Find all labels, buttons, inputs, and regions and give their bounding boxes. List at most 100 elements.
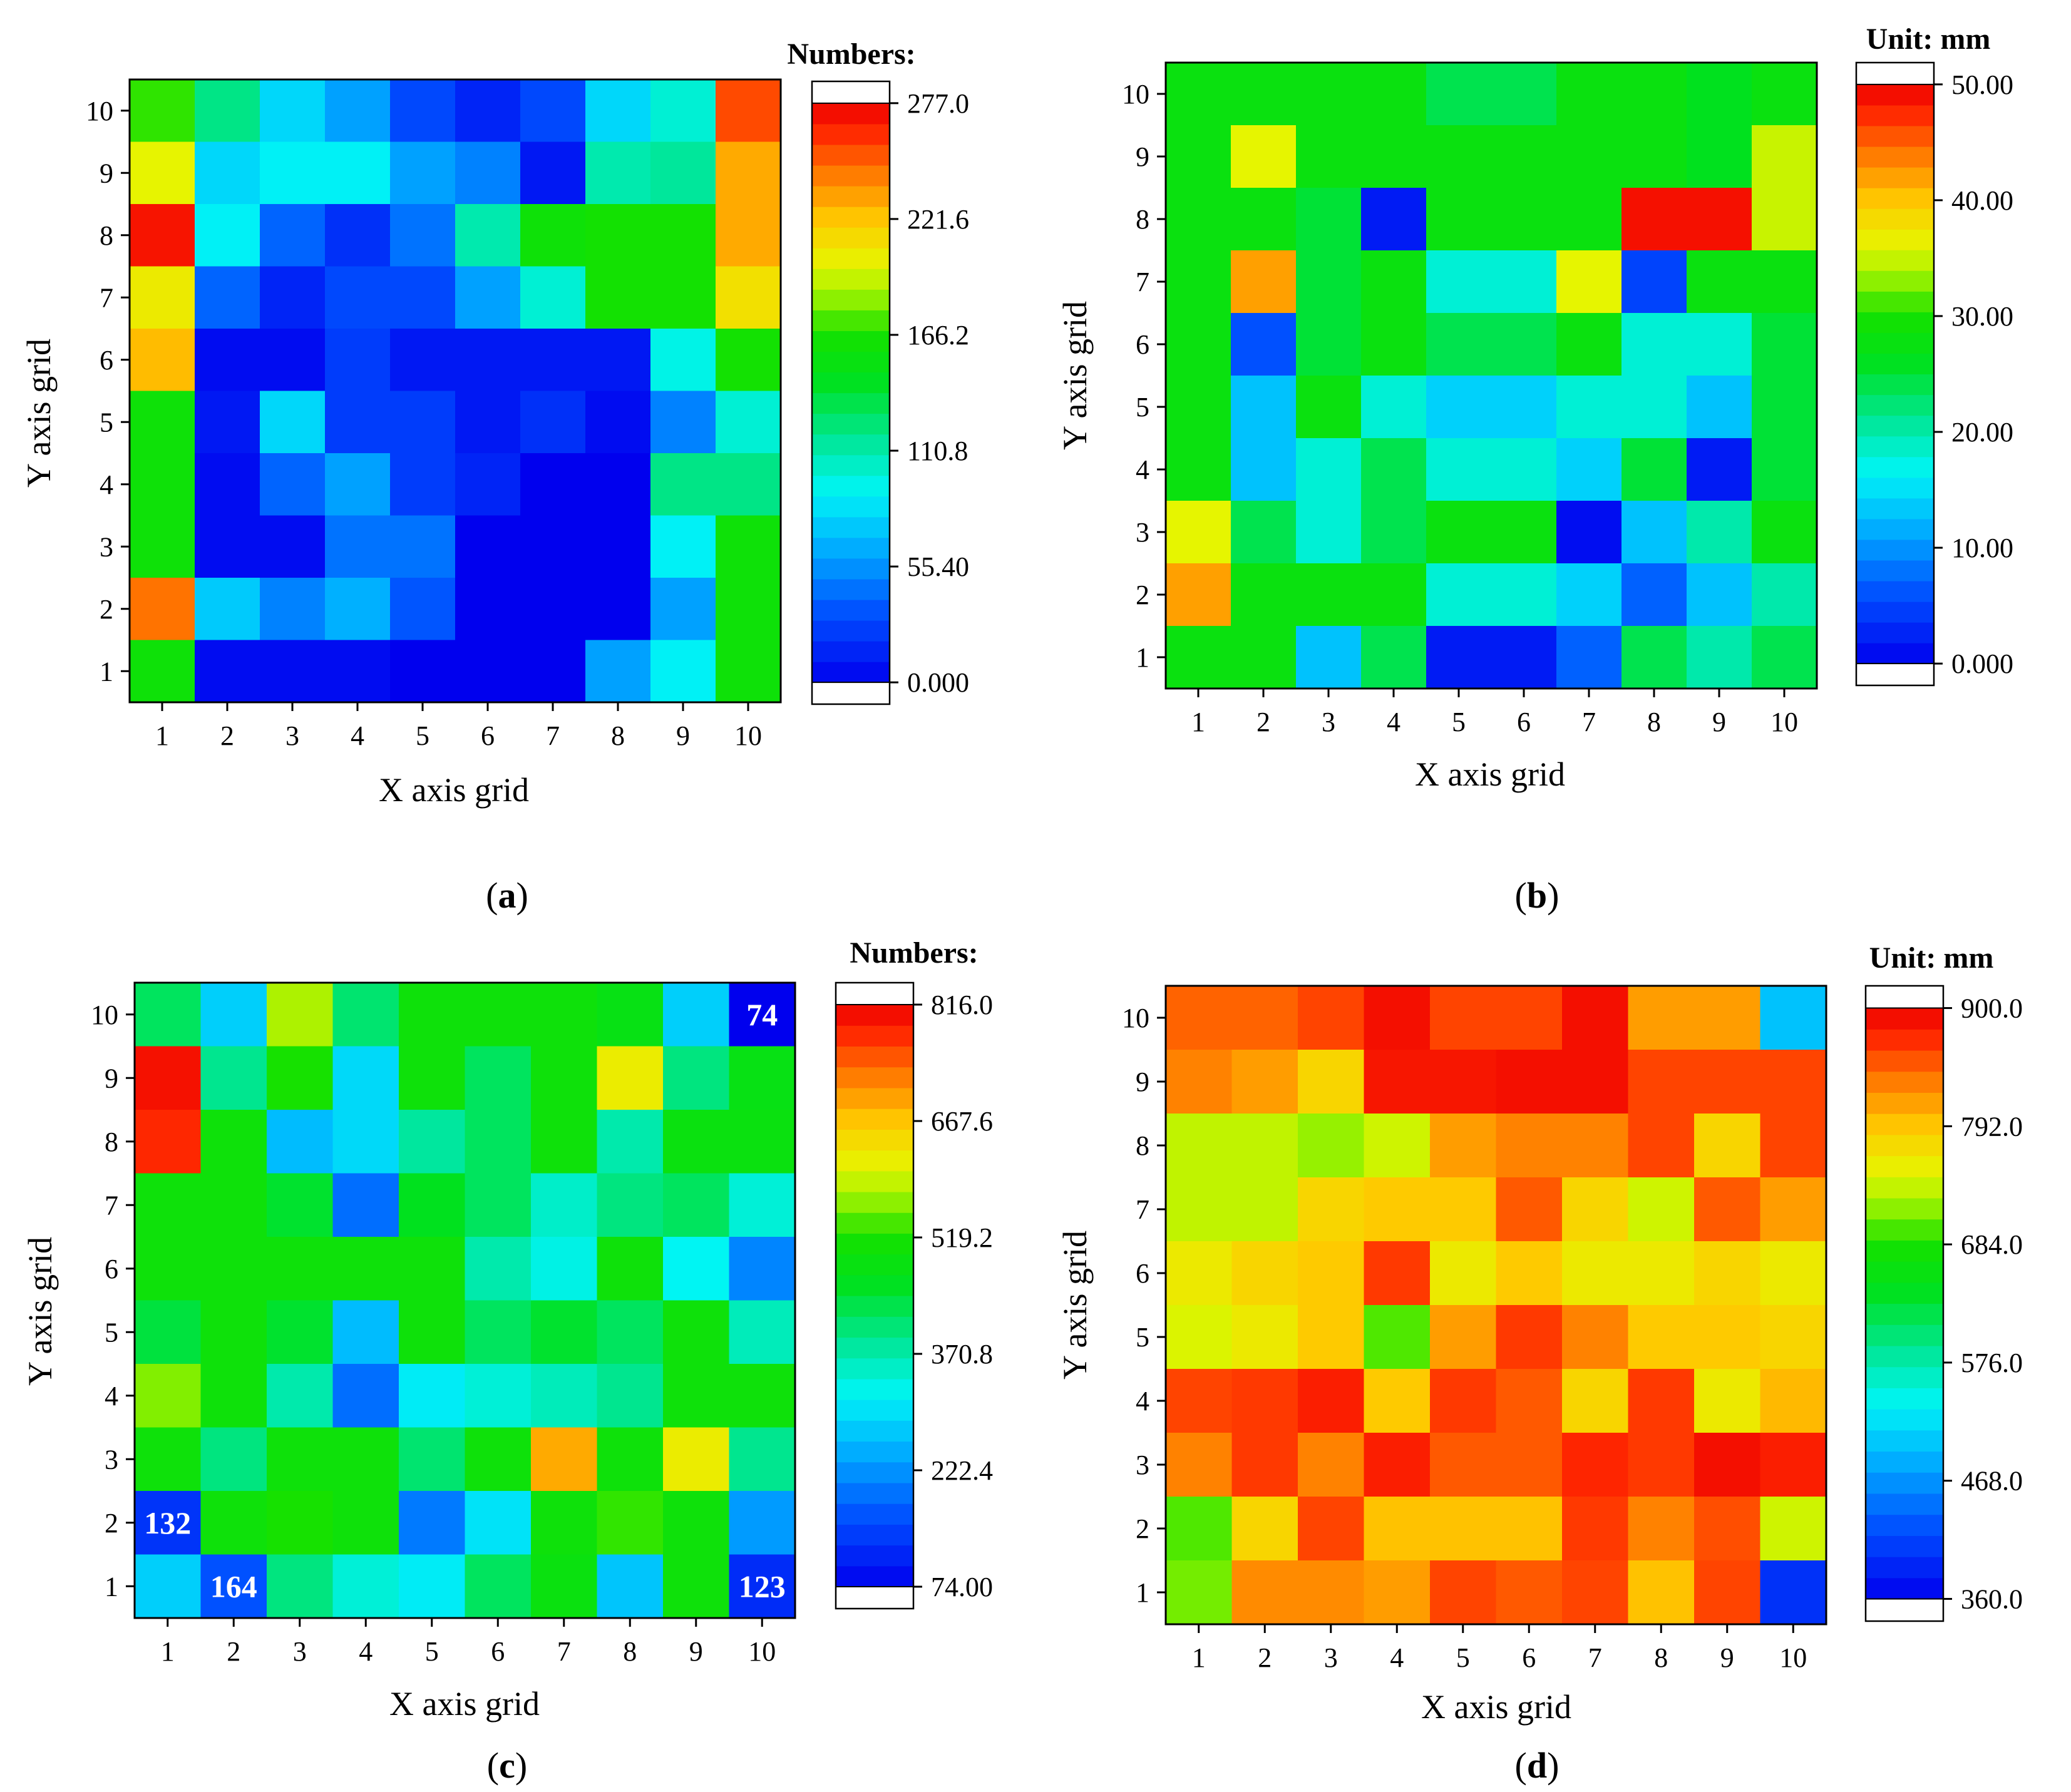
heatmap-a-cell	[520, 640, 586, 703]
heatmap-c-cell	[729, 983, 796, 1047]
colorbar-band	[1866, 1282, 1943, 1304]
x-tick-label: 6	[491, 1636, 505, 1667]
colorbar-tick-label: 166.2	[907, 320, 969, 351]
colorbar-band	[1866, 1197, 1943, 1220]
heatmap-d-cell	[1364, 1305, 1431, 1370]
heatmap-c-cell	[729, 1491, 796, 1555]
colorbar-band	[1856, 602, 1934, 623]
heatmap-b-cell	[1296, 313, 1362, 376]
colorbar-band	[812, 516, 890, 538]
y-tick-label: 3	[105, 1444, 118, 1475]
panel-b-caption-letter: b	[1527, 875, 1547, 916]
heatmap-b-cell	[1491, 626, 1557, 689]
heatmap-c-cell	[663, 1364, 730, 1428]
panel-a-x-axis-label: X axis grid	[379, 771, 529, 809]
heatmap-b-cell	[1296, 626, 1362, 689]
panel-c-x-axis-label: X axis grid	[389, 1685, 540, 1723]
heatmap-d-cell	[1430, 1305, 1497, 1370]
x-tick-label: 8	[611, 720, 625, 751]
colorbar-band	[836, 1545, 913, 1567]
heatmap-c-cell	[663, 1173, 730, 1237]
heatmap-a-cell	[390, 266, 456, 329]
colorbar-band	[836, 1233, 913, 1255]
heatmap-c-cell	[465, 1427, 532, 1492]
colorbar-tick-label: 468.0	[1961, 1466, 2023, 1497]
heatmap-a-cell	[585, 79, 651, 143]
heatmap-d-cell	[1231, 1114, 1298, 1178]
heatmap-b-cell	[1231, 501, 1297, 564]
heatmap-b-cell	[1752, 438, 1817, 501]
heatmap-c-cell	[531, 1173, 598, 1237]
colorbar-band	[812, 620, 890, 642]
heatmap-c-cell	[663, 1427, 730, 1492]
heatmap-a-cell	[585, 391, 651, 454]
colorbar-band	[1866, 1114, 1943, 1135]
heatmap-c-cell	[531, 1300, 598, 1364]
panel-a-caption: (a)	[486, 875, 528, 916]
colorbar-band	[1856, 374, 1934, 396]
heatmap-b-cell	[1556, 63, 1622, 126]
heatmap-a-cell	[195, 79, 260, 143]
heatmap-c-cell	[597, 983, 664, 1047]
heatmap-a-cell	[390, 141, 456, 205]
heatmap-d-cell	[1760, 1241, 1827, 1306]
heatmap-c-cell	[267, 1554, 334, 1619]
colorbar-band	[1866, 1240, 1943, 1262]
x-tick-label: 10	[748, 1636, 776, 1667]
heatmap-d-cell	[1628, 1305, 1695, 1370]
heatmap-b-cell	[1231, 626, 1297, 689]
colorbar-band	[1856, 270, 1934, 292]
heatmap-d-cell	[1364, 1560, 1431, 1625]
heatmap-a-cell	[325, 204, 391, 267]
heatmap-b-cell	[1752, 250, 1817, 314]
heatmap-d-cell	[1231, 1305, 1298, 1370]
heatmap-d-cell	[1628, 1369, 1695, 1433]
heatmap-a-cell	[585, 640, 651, 703]
heatmap-b-cell	[1687, 563, 1752, 627]
heatmap-b-cell	[1166, 250, 1231, 314]
heatmap-d-cell	[1298, 1305, 1365, 1370]
panel-c-colorbar-title: Numbers:	[850, 936, 978, 970]
y-tick-label: 9	[105, 1063, 118, 1093]
heatmap-d-cell	[1562, 1369, 1629, 1433]
y-tick-label: 8	[100, 220, 113, 251]
colorbar-band	[812, 248, 890, 269]
colorbar-band	[836, 1565, 913, 1587]
heatmap-a-cell	[716, 141, 781, 205]
colorbar-band	[1866, 1261, 1943, 1283]
heatmap-b-cell	[1426, 501, 1492, 564]
panel-b-caption: (b)	[1515, 875, 1560, 916]
heatmap-b-cell	[1296, 63, 1362, 126]
colorbar-band	[1866, 1050, 1943, 1072]
colorbar-band	[1856, 208, 1934, 230]
cell-value-label: 132	[144, 1505, 191, 1540]
y-tick-label: 6	[105, 1254, 118, 1284]
colorbar-tick-label: 0.000	[907, 667, 969, 698]
heatmap-b-cell	[1687, 188, 1752, 251]
heatmap-b-cell	[1166, 63, 1231, 126]
y-tick-label: 6	[100, 345, 113, 376]
heatmap-b-cell	[1621, 376, 1687, 439]
colorbar-frame	[835, 981, 915, 1610]
x-tick-label: 3	[1322, 707, 1335, 737]
x-tick-label: 5	[1452, 707, 1466, 737]
heatmap-c-cell	[663, 1237, 730, 1301]
heatmap-d-cell	[1430, 986, 1497, 1050]
colorbar-band	[836, 1378, 913, 1400]
heatmap-d-cell	[1760, 986, 1827, 1050]
heatmap-c-cell	[663, 1110, 730, 1174]
heatmap-d-cell	[1430, 1433, 1497, 1497]
heatmap-a-cell	[325, 141, 391, 205]
heatmap-b-cell	[1687, 250, 1752, 314]
colorbar-band	[1866, 1493, 1943, 1515]
heatmap-d-cell	[1298, 1050, 1365, 1114]
heatmap-d-cell	[1562, 1433, 1629, 1497]
heatmap-c-cell	[135, 1173, 202, 1237]
heatmap-b-cell	[1166, 376, 1231, 439]
heatmap-d-cell	[1760, 1497, 1827, 1561]
colorbar-band	[1866, 1029, 1943, 1051]
heatmap-b-cell	[1231, 438, 1297, 501]
heatmap-b-cell	[1556, 438, 1622, 501]
heatmap-a-cell	[325, 515, 391, 578]
x-tick-label: 5	[1456, 1642, 1470, 1673]
